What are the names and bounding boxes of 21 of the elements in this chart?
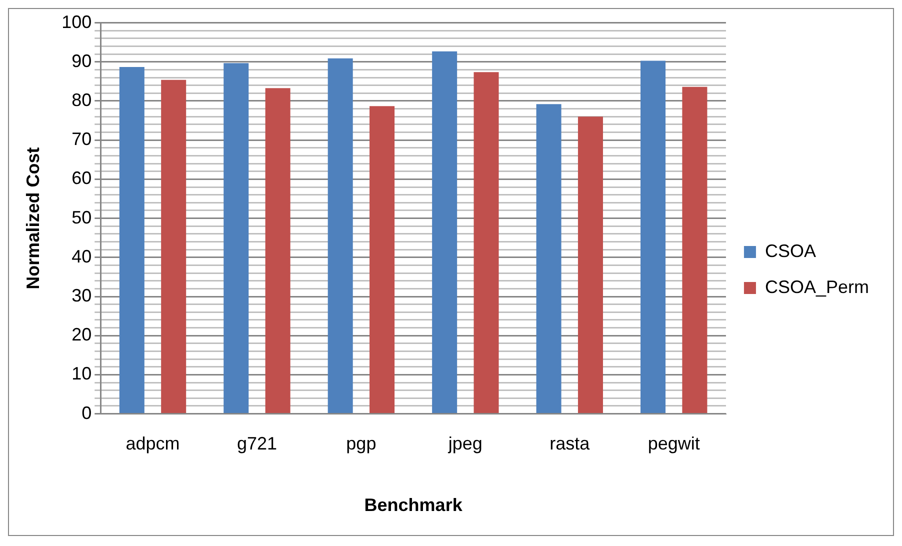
x-tick-label: pegwit — [648, 434, 700, 454]
y-tick-label: 80 — [72, 90, 92, 110]
x-tick-label: rasta — [550, 434, 591, 454]
y-tick-label: 60 — [72, 168, 92, 188]
y-tick-label: 90 — [72, 50, 92, 71]
x-axis-title: Benchmark — [364, 495, 464, 516]
x-tick-label: adpcm — [126, 434, 180, 454]
y-axis-title: Normalized Cost — [22, 147, 43, 290]
x-tick-label: jpeg — [447, 434, 482, 454]
y-tick-label: 30 — [72, 285, 92, 306]
y-tick-label: 0 — [82, 402, 92, 423]
legend-label: CSOA_Perm — [764, 276, 870, 297]
y-tick-label: 20 — [72, 324, 92, 345]
y-tick-label: 70 — [72, 129, 92, 150]
y-tick-label: 10 — [72, 364, 92, 384]
x-tick-label: g721 — [236, 434, 277, 454]
y-tick-label: 40 — [72, 246, 92, 266]
y-tick-label: 100 — [62, 12, 92, 32]
legend-label: CSOA — [764, 240, 816, 261]
y-tick-label: 50 — [72, 207, 92, 228]
x-tick-label: pgp — [346, 434, 376, 454]
